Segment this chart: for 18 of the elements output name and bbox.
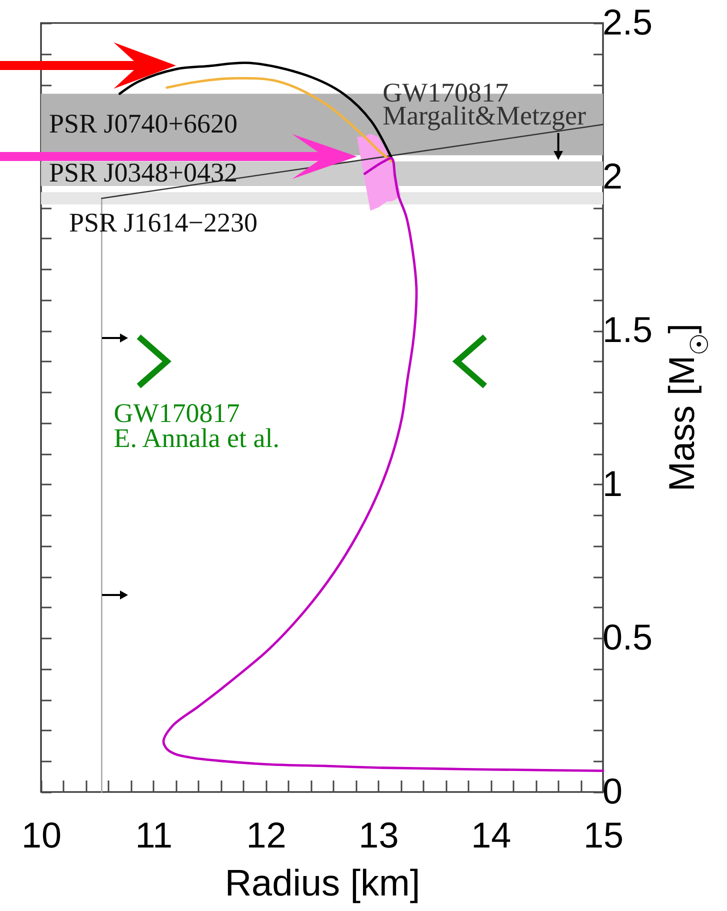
y-tick-label: 2 [602, 155, 623, 196]
y-tick-label: 1 [602, 462, 623, 504]
x-tick-label: 10 [21, 814, 62, 856]
y-tick-label: 0.5 [602, 616, 653, 658]
x-tick-label: 15 [583, 814, 624, 856]
y-tick-label: 2.5 [602, 2, 653, 42]
x-tick-label: 13 [358, 814, 399, 856]
x-axis-title: Radius [km] [224, 862, 420, 904]
y-tick-label: 1.5 [602, 309, 653, 350]
band-label: PSR J0740+6620 [49, 108, 238, 139]
band-label: PSR J0348+0432 [49, 158, 238, 188]
series-label: GW170817 E. Annala et al. [114, 398, 280, 453]
y-tick-label: 0 [602, 770, 623, 812]
x-tick-label: 11 [135, 814, 173, 856]
series-label: GW170817 Margalit&Metzger [382, 78, 586, 131]
x-tick-label: 12 [246, 814, 286, 856]
x-tick-label: 14 [471, 814, 512, 856]
band-label: PSR J1614−2230 [69, 207, 258, 238]
